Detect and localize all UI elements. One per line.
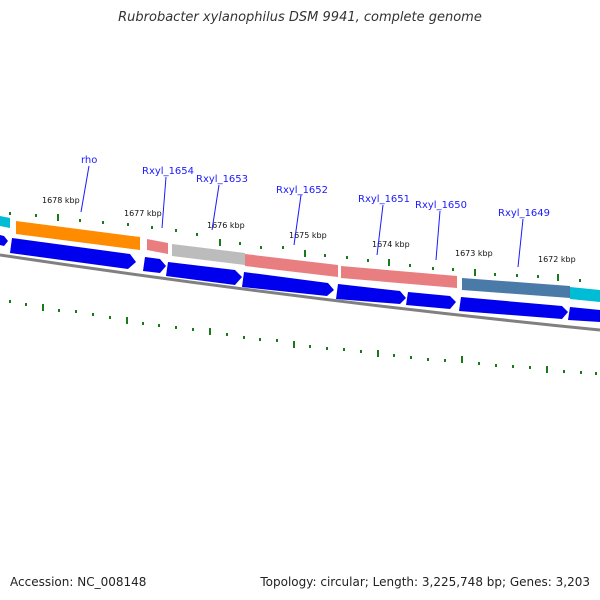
feature-block-rho[interactable]	[16, 221, 140, 250]
feature-blocks	[0, 216, 600, 302]
feature-block[interactable]	[245, 254, 338, 277]
cds-arrow[interactable]	[10, 238, 136, 269]
kbp-label: 1677 kbp	[124, 209, 162, 218]
kbp-label: 1678 kbp	[42, 196, 80, 205]
kbp-label: 1673 kbp	[455, 249, 493, 258]
cds-arrow[interactable]	[336, 284, 406, 304]
gene-label-rxyl-1652[interactable]: Rxyl_1652	[276, 185, 328, 196]
cds-arrow[interactable]	[568, 307, 600, 322]
cds-arrow[interactable]	[0, 235, 8, 246]
feature-block[interactable]	[341, 266, 457, 288]
cds-arrows	[0, 235, 600, 322]
feature-block[interactable]	[570, 287, 600, 302]
gene-leaders	[80, 165, 524, 268]
gene-label-rxyl-1653[interactable]: Rxyl_1653	[196, 174, 248, 185]
cds-arrow[interactable]	[459, 297, 568, 319]
gene-label-rxyl-1649[interactable]: Rxyl_1649	[498, 208, 550, 219]
kbp-labels: 1678 kbp 1677 kbp 1676 kbp 1675 kbp 1674…	[42, 196, 576, 264]
upper-tick-row	[9, 212, 581, 282]
genome-backbone	[0, 253, 600, 332]
gene-label-rxyl-1654[interactable]: Rxyl_1654	[142, 166, 194, 177]
map-title: Rubrobacter xylanophilus DSM 9941, compl…	[118, 10, 482, 25]
accession-text: Accession: NC_008148	[10, 575, 147, 589]
genome-summary-text: Topology: circular; Length: 3,225,748 bp…	[260, 575, 590, 589]
feature-block[interactable]	[0, 216, 10, 228]
cds-arrow[interactable]	[143, 257, 166, 273]
kbp-label: 1675 kbp	[289, 231, 327, 240]
cds-arrow[interactable]	[166, 262, 242, 285]
gene-label-rxyl-1650[interactable]: Rxyl_1650	[415, 200, 467, 211]
cds-arrow[interactable]	[406, 292, 456, 309]
feature-block[interactable]	[172, 244, 245, 265]
kbp-label: 1674 kbp	[372, 240, 410, 249]
feature-block[interactable]	[147, 239, 168, 254]
lower-tick-row	[9, 300, 597, 375]
gene-label-rxyl-1651[interactable]: Rxyl_1651	[358, 194, 410, 205]
gene-labels: rho Rxyl_1654 Rxyl_1653 Rxyl_1652 Rxyl_1…	[81, 155, 550, 219]
kbp-label: 1676 kbp	[207, 221, 245, 230]
feature-block[interactable]	[462, 278, 570, 298]
kbp-label: 1672 kbp	[538, 255, 576, 264]
cds-arrow[interactable]	[242, 272, 334, 296]
gene-label-rho[interactable]: rho	[81, 155, 97, 166]
